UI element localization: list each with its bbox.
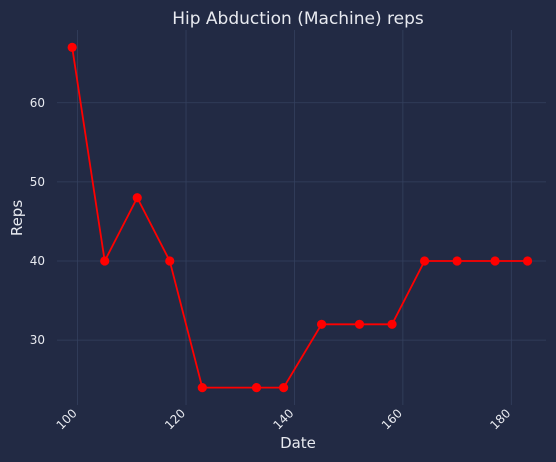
data-point [387, 319, 397, 329]
y-tick-label: 30 [30, 333, 45, 347]
data-point [490, 256, 500, 266]
data-point [100, 256, 110, 266]
y-tick-label: 40 [30, 254, 45, 268]
series-layer [67, 42, 533, 393]
data-point [452, 256, 462, 266]
grid [57, 30, 546, 405]
data-point [354, 319, 365, 329]
data-point [251, 382, 262, 393]
x-tick-label: 100 [54, 406, 80, 432]
chart-title: Hip Abduction (Machine) reps [172, 9, 424, 29]
x-tick-label: 120 [162, 406, 188, 432]
data-point [316, 319, 327, 329]
x-tick-label: 140 [270, 406, 296, 432]
data-point [279, 382, 289, 393]
x-tick-label: 160 [379, 406, 405, 432]
data-point [197, 382, 207, 393]
y-axis-label: Reps [8, 200, 26, 236]
data-point [522, 256, 533, 266]
y-tick-label: 60 [30, 96, 45, 110]
series-line [71, 47, 528, 389]
data-point [132, 193, 142, 203]
x-tick-label: 180 [487, 406, 513, 432]
y-tick-label: 50 [30, 175, 45, 189]
data-point [419, 256, 430, 266]
x-axis-label: Date [280, 434, 316, 452]
data-point [165, 256, 175, 266]
data-point [67, 42, 77, 53]
